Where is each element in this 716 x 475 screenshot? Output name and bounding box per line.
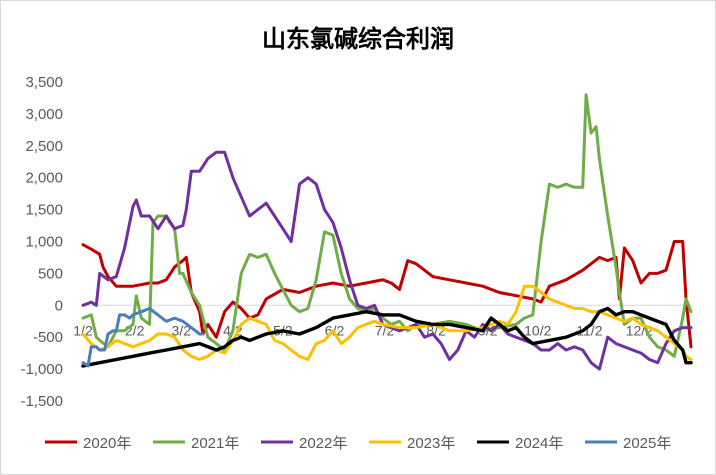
y-tick-label: 2,000 [25, 170, 63, 187]
legend-label: 2025年 [623, 435, 671, 452]
legend: 2020年 2021年 2022年 2023年 2024年 2025年 [45, 435, 671, 452]
legend-label: 2020年 [83, 435, 131, 452]
series-layer [81, 93, 693, 371]
y-tick-label: 1,000 [25, 234, 63, 251]
y-tick-label: 0 [55, 297, 63, 314]
legend-label: 2022年 [299, 435, 347, 452]
y-tick-label: 1,500 [25, 202, 63, 219]
y-tick-label: 3,000 [25, 106, 63, 123]
series-line-2023年 [81, 284, 693, 361]
y-tick-label: 3,500 [25, 74, 63, 91]
chart-title: 山东氯碱综合利润 [262, 25, 454, 53]
x-tick-label: 2/2 [125, 322, 145, 338]
legend-label: 2023年 [407, 435, 455, 452]
series-line-2024年 [81, 306, 693, 368]
x-tick-label: 10/2 [524, 322, 551, 338]
x-tick-label: 1/2 [73, 322, 93, 338]
y-tick-label: 2,500 [25, 138, 63, 155]
y-tick-label: -500 [33, 329, 63, 346]
x-tick-label: 11/2 [576, 322, 602, 338]
y-axis: 3,500 3,000 2,500 2,000 1,500 1,000 500 0 -500 -1… [20, 74, 63, 410]
series-line-2021年 [81, 93, 693, 358]
legend-label: 2024年 [515, 435, 563, 452]
series-line-2022年 [81, 150, 693, 371]
y-tick-label: 500 [38, 265, 63, 282]
legend-label: 2021年 [191, 435, 239, 452]
series-line-2025年 [81, 307, 205, 368]
y-tick-label: -1,000 [20, 361, 63, 378]
y-tick-label: -1,500 [20, 393, 63, 410]
x-tick-label: 3/2 [172, 322, 192, 338]
